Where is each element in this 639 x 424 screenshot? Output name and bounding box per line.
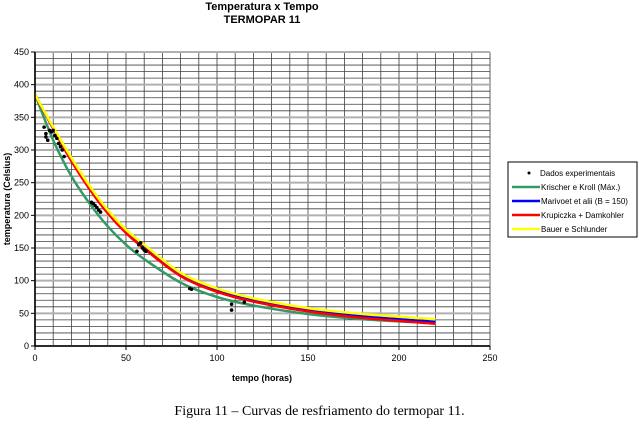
legend-label: Dados experimentais — [540, 169, 615, 178]
series-line-bauer-e-schlunder — [33, 93, 436, 321]
chart-title: Temperatura x Tempo — [205, 1, 319, 13]
data-point — [58, 144, 63, 149]
legend-label: Bauer e Schlunder — [541, 225, 608, 234]
data-point — [95, 205, 99, 210]
data-point — [242, 300, 247, 305]
y-tick-label: 300 — [14, 145, 29, 155]
x-tick-label: 0 — [32, 353, 37, 363]
legend-label: Marivoet et alii (B = 150) — [541, 197, 628, 206]
x-tick-label: 250 — [482, 353, 497, 363]
data-point — [144, 249, 148, 254]
y-tick-label: 450 — [14, 47, 29, 57]
y-tick-label: 200 — [14, 210, 29, 220]
y-tick-label: 150 — [14, 243, 29, 253]
x-axis-label: tempo (horas) — [232, 373, 292, 383]
axes: 0 50 100 150 200 250 0 50 100 150 200 250 300 350 400 4… — [14, 47, 498, 363]
data-point — [135, 249, 139, 254]
grid — [34, 51, 491, 347]
y-tick-label: 0 — [24, 341, 29, 351]
chart: Temperatura x Tempo TERMOPAR 11 0 50 100 15… — [2, 1, 638, 383]
x-tick-label: 50 — [121, 353, 131, 363]
data-point — [189, 287, 194, 291]
data-points — [42, 125, 247, 312]
legend-marker-points — [527, 171, 531, 175]
data-point — [55, 136, 59, 141]
data-point — [229, 308, 234, 312]
data-point — [53, 133, 57, 138]
data-point — [60, 148, 65, 152]
data-point — [62, 154, 66, 159]
legend-label: Krupiczka + Damkohler — [541, 211, 624, 220]
y-tick-label: 50 — [19, 308, 29, 318]
data-point — [56, 141, 61, 146]
data-point — [138, 240, 143, 245]
x-tick-label: 200 — [391, 353, 406, 363]
series-line-krischer-e-kroll-m-x- — [33, 94, 436, 325]
legend: Dados experimentais Krischer e Kroll (Máx… — [507, 161, 638, 238]
x-tick-label: 100 — [209, 353, 224, 363]
data-point — [42, 125, 46, 129]
y-tick-label: 250 — [14, 178, 29, 188]
y-tick-label: 400 — [14, 80, 29, 90]
y-tick-label: 350 — [14, 112, 29, 122]
y-axis-label: temperatura (Celsius) — [2, 153, 12, 246]
data-point — [51, 128, 55, 133]
data-point — [98, 210, 103, 214]
data-point — [44, 131, 48, 136]
data-point — [44, 135, 48, 139]
legend-label: Krischer e Kroll (Máx.) — [541, 183, 620, 192]
y-tick-label: 100 — [14, 276, 29, 286]
chart-subtitle: TERMOPAR 11 — [224, 14, 301, 26]
data-point — [229, 302, 234, 306]
data-point — [45, 138, 50, 142]
x-tick-label: 150 — [300, 353, 315, 363]
figure-caption: Figura 11 – Curvas de resfriamento do te… — [174, 404, 465, 419]
